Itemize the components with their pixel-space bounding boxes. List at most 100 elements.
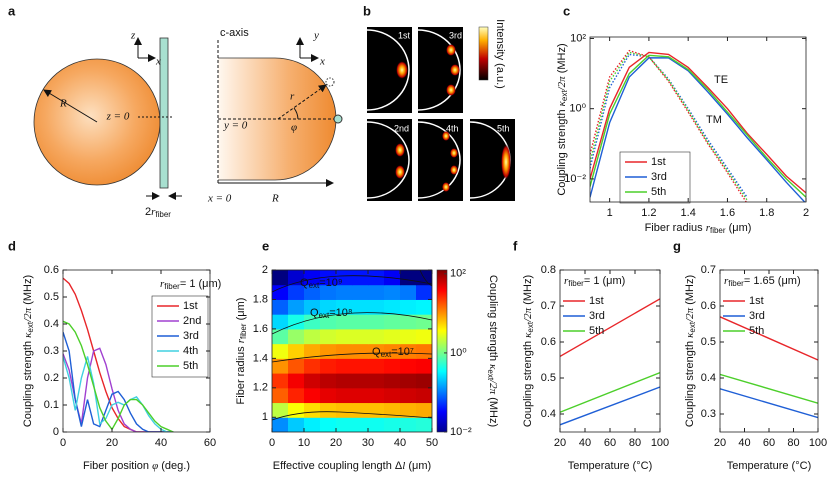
heat-cell <box>272 358 289 374</box>
heat-cell <box>416 373 432 389</box>
text-part: /2π <box>522 307 534 323</box>
heat-cell <box>368 314 385 330</box>
heat-cell <box>336 417 353 432</box>
y-tick-label: 0.1 <box>44 399 59 411</box>
text-part: ext <box>560 90 569 101</box>
heat-cell <box>288 402 305 418</box>
y-tick-label: 1 <box>262 411 268 423</box>
heat-cell <box>288 417 305 432</box>
text-part: (MHz) <box>522 275 534 308</box>
annotation: rfiber= 1 (μm) <box>564 275 625 289</box>
y-axis-label: Coupling strength κext/2π (MHz) <box>22 275 36 427</box>
heat-cell <box>352 284 369 300</box>
text-part: = 1 (μm) <box>180 278 221 290</box>
heat-cell <box>272 328 289 345</box>
text-part: Q <box>300 277 309 289</box>
data-line <box>590 49 747 202</box>
heat-cell <box>336 343 353 359</box>
panel-letter: c <box>563 3 570 18</box>
y-axis-label: Coupling strength κext/2π (MHz) <box>684 275 698 427</box>
x-axis-label: Fiber position φ (deg.) <box>83 460 190 472</box>
y-tick-label: 1.2 <box>253 382 268 394</box>
y-tick-label: 10⁰ <box>569 103 586 115</box>
phi-label: φ <box>291 122 297 134</box>
heat-cell <box>288 284 305 300</box>
data-line <box>63 331 174 432</box>
mode-label: 2nd <box>394 123 409 133</box>
axis-label: y <box>313 30 319 42</box>
colorbar-tick-label: 10⁻² <box>450 426 472 438</box>
heat-cell <box>384 402 401 418</box>
text-part: (deg.) <box>158 460 190 472</box>
heat-cell <box>320 387 337 404</box>
y0-label: y = 0 <box>223 120 248 132</box>
text-part: ext <box>309 281 320 290</box>
heat-cell <box>272 387 289 404</box>
heat-cell <box>320 270 337 286</box>
x-tick-label: 60 <box>604 437 616 449</box>
heat-cell <box>288 299 305 315</box>
legend-label: 1st <box>749 295 764 307</box>
heat-cell <box>352 417 369 432</box>
mode-image: 4th <box>417 119 463 201</box>
annotation: TE <box>714 74 728 86</box>
text-part: κ <box>684 332 696 338</box>
heat-cell <box>336 299 353 315</box>
text-part: κ <box>522 332 534 338</box>
heat-cell <box>384 284 401 300</box>
heat-cell <box>272 314 289 330</box>
colorbar-label: Coupling strength κext/2π (MHz) <box>486 275 500 427</box>
text-part: r <box>706 222 711 234</box>
radius-label: R <box>59 98 67 110</box>
x-tick-label: 40 <box>155 437 167 449</box>
heat-cell <box>352 299 369 315</box>
panel-letter: e <box>262 238 269 253</box>
phi-arc <box>293 107 299 120</box>
mode-label: 4th <box>446 123 459 133</box>
y-tick-label: 0.3 <box>701 408 716 420</box>
axis-label: z <box>130 30 136 42</box>
text-part: =10⁷ <box>391 346 414 358</box>
heat-cell <box>352 343 369 359</box>
x-axis-label: Temperature (°C) <box>727 460 811 472</box>
colorbar-tick-label: 10² <box>450 268 466 280</box>
colorbar <box>436 269 448 433</box>
data-line <box>720 316 818 361</box>
annotation: Qext=10⁹ <box>300 277 343 290</box>
heat-cell <box>384 358 401 374</box>
axes-frame <box>271 269 433 433</box>
y-tick-label: 0.6 <box>44 264 59 276</box>
text-part: r <box>564 275 569 287</box>
mode-label: 5th <box>497 123 510 133</box>
y-axis-label: Fiber radius rfiber (μm) <box>235 298 249 405</box>
y-tick-label: 0.8 <box>541 264 556 276</box>
text-part: ext <box>26 321 35 332</box>
text-part: fiber <box>164 282 180 291</box>
y-tick-label: 1.4 <box>253 352 268 364</box>
heat-cell <box>304 387 321 404</box>
heat-cell <box>320 343 337 359</box>
intensity-colorbar <box>478 26 489 81</box>
text-part: Coupling strength <box>556 106 568 195</box>
data-line <box>63 356 174 432</box>
mode-image: 5th <box>469 119 515 201</box>
r-label: r <box>290 91 295 103</box>
legend-label: 3rd <box>749 310 765 322</box>
x0-label: x = 0 <box>207 193 232 205</box>
y-tick-label: 0.7 <box>541 300 556 312</box>
text-part: Coupling strength <box>22 338 34 427</box>
y-tick-label: 0 <box>53 426 59 438</box>
annotation: TM <box>706 114 722 126</box>
text-part: Fiber radius <box>235 343 247 404</box>
heat-cell <box>272 417 289 432</box>
heat-cell <box>304 343 321 359</box>
heat-cell <box>352 373 369 389</box>
x-tick-label: 60 <box>204 437 216 449</box>
text-part: (MHz) <box>22 275 34 308</box>
x-tick-label: 40 <box>579 437 591 449</box>
heat-cell <box>384 299 401 315</box>
y-tick-label: 1.6 <box>253 323 268 335</box>
heat-cell <box>272 402 289 418</box>
heat-cell <box>288 358 305 374</box>
y-tick-label: 10⁻² <box>564 173 586 185</box>
